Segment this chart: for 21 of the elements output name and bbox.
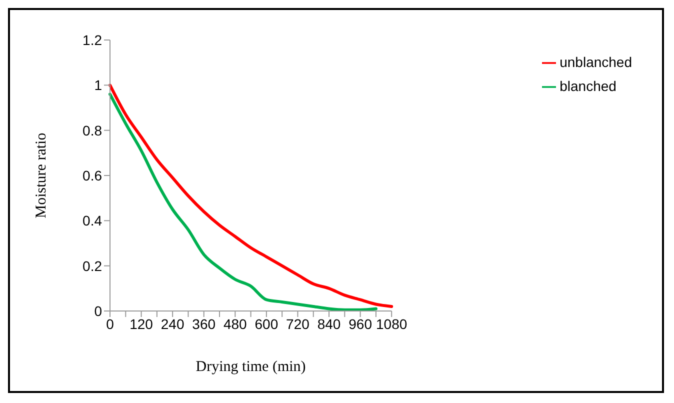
x-tick-label: 840 <box>317 316 341 332</box>
legend-label: unblanched <box>560 54 632 70</box>
x-tick-label: 480 <box>223 316 248 332</box>
x-axis-title: Drying time (min) <box>196 359 306 375</box>
x-tick-label: 120 <box>130 316 154 332</box>
x-tick-label: 960 <box>348 316 372 332</box>
y-tick-label: 0 <box>94 302 102 319</box>
x-tick-label: 600 <box>254 316 278 332</box>
y-tick-label: 0.8 <box>82 122 102 138</box>
y-tick-label: 0.6 <box>82 167 102 184</box>
y-tick-label: 0.2 <box>82 258 102 274</box>
legend-label: blanched <box>560 78 616 94</box>
y-axis-title: Moisture ratio <box>33 132 50 218</box>
x-tick-label: 1080 <box>376 316 408 332</box>
x-tick-label: 360 <box>192 316 216 332</box>
x-tick-label: 720 <box>286 316 310 332</box>
x-tick-label: 240 <box>160 316 184 332</box>
y-tick-label: 0.4 <box>82 212 102 229</box>
y-tick-label: 1.2 <box>82 32 102 48</box>
x-tick-label: 0 <box>106 316 114 332</box>
y-tick-label: 1 <box>94 77 102 94</box>
